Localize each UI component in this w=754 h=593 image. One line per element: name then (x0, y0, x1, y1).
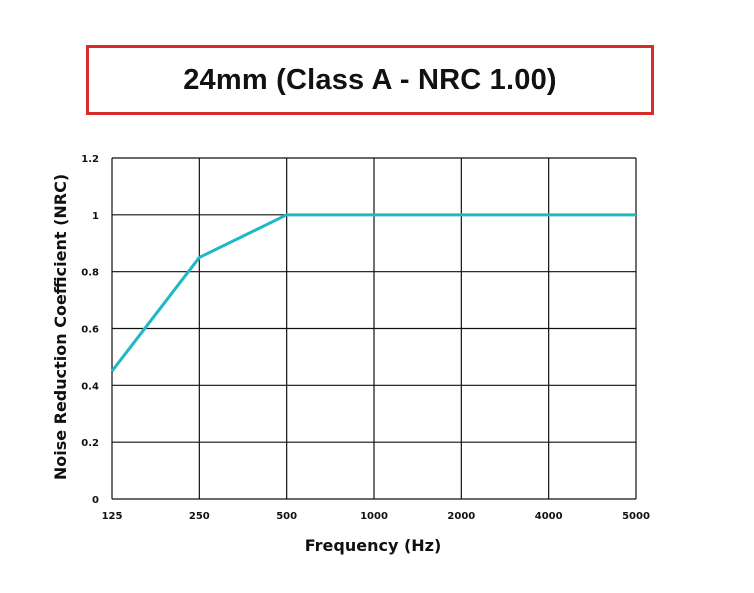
chart-title: 24mm (Class A - NRC 1.00) (183, 63, 557, 96)
x-tick-label: 4000 (535, 511, 563, 522)
x-tick-label: 5000 (622, 511, 650, 522)
x-tick-label: 2000 (447, 511, 475, 522)
y-tick-label: 1 (92, 211, 99, 222)
x-tick-label: 250 (189, 511, 210, 522)
x-tick-label: 500 (276, 511, 297, 522)
y-tick-label: 0.4 (81, 381, 99, 392)
y-tick-labels: 0 0.2 0.4 0.6 0.8 1 1.2 (81, 154, 99, 506)
x-tick-label: 125 (102, 511, 123, 522)
y-axis-label: Noise Reduction Coefficient (NRC) (51, 174, 70, 480)
chart-title-box: 24mm (Class A - NRC 1.00) (86, 45, 654, 115)
series-layer (110, 213, 636, 373)
series-line (110, 213, 636, 373)
grid-layer (111, 157, 637, 500)
x-tick-label: 1000 (360, 511, 388, 522)
x-tick-labels: 125 250 500 1000 2000 4000 5000 (102, 511, 650, 522)
x-axis-label: Frequency (Hz) (305, 536, 442, 555)
y-tick-label: 1.2 (81, 154, 99, 165)
y-tick-label: 0.6 (81, 325, 99, 336)
y-tick-label: 0.8 (81, 268, 99, 279)
y-tick-label: 0.2 (81, 438, 99, 449)
y-tick-label: 0 (92, 495, 99, 506)
